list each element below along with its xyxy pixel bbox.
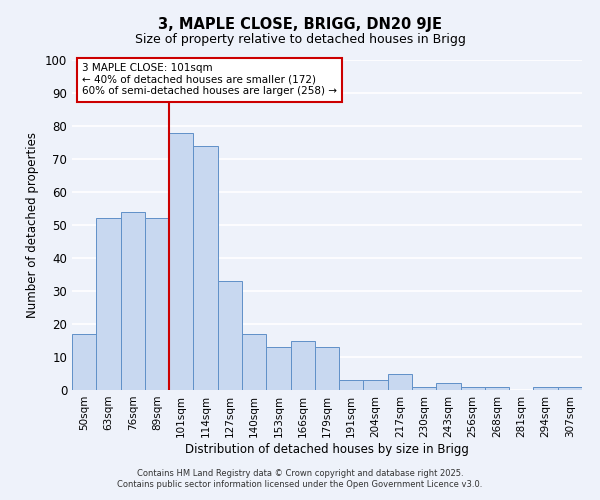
Bar bbox=[72, 334, 96, 390]
Bar bbox=[461, 386, 485, 390]
Bar bbox=[193, 146, 218, 390]
X-axis label: Distribution of detached houses by size in Brigg: Distribution of detached houses by size … bbox=[185, 442, 469, 456]
Bar bbox=[436, 384, 461, 390]
Text: Contains public sector information licensed under the Open Government Licence v3: Contains public sector information licen… bbox=[118, 480, 482, 489]
Y-axis label: Number of detached properties: Number of detached properties bbox=[26, 132, 40, 318]
Text: Size of property relative to detached houses in Brigg: Size of property relative to detached ho… bbox=[134, 32, 466, 46]
Bar bbox=[412, 386, 436, 390]
Bar bbox=[558, 386, 582, 390]
Text: Contains HM Land Registry data © Crown copyright and database right 2025.: Contains HM Land Registry data © Crown c… bbox=[137, 468, 463, 477]
Bar bbox=[121, 212, 145, 390]
Bar bbox=[218, 281, 242, 390]
Bar bbox=[533, 386, 558, 390]
Bar bbox=[242, 334, 266, 390]
Bar bbox=[96, 218, 121, 390]
Text: 3 MAPLE CLOSE: 101sqm
← 40% of detached houses are smaller (172)
60% of semi-det: 3 MAPLE CLOSE: 101sqm ← 40% of detached … bbox=[82, 64, 337, 96]
Text: 3, MAPLE CLOSE, BRIGG, DN20 9JE: 3, MAPLE CLOSE, BRIGG, DN20 9JE bbox=[158, 18, 442, 32]
Bar bbox=[290, 340, 315, 390]
Bar bbox=[145, 218, 169, 390]
Bar bbox=[364, 380, 388, 390]
Bar bbox=[266, 347, 290, 390]
Bar bbox=[339, 380, 364, 390]
Bar bbox=[169, 132, 193, 390]
Bar bbox=[388, 374, 412, 390]
Bar bbox=[485, 386, 509, 390]
Bar bbox=[315, 347, 339, 390]
